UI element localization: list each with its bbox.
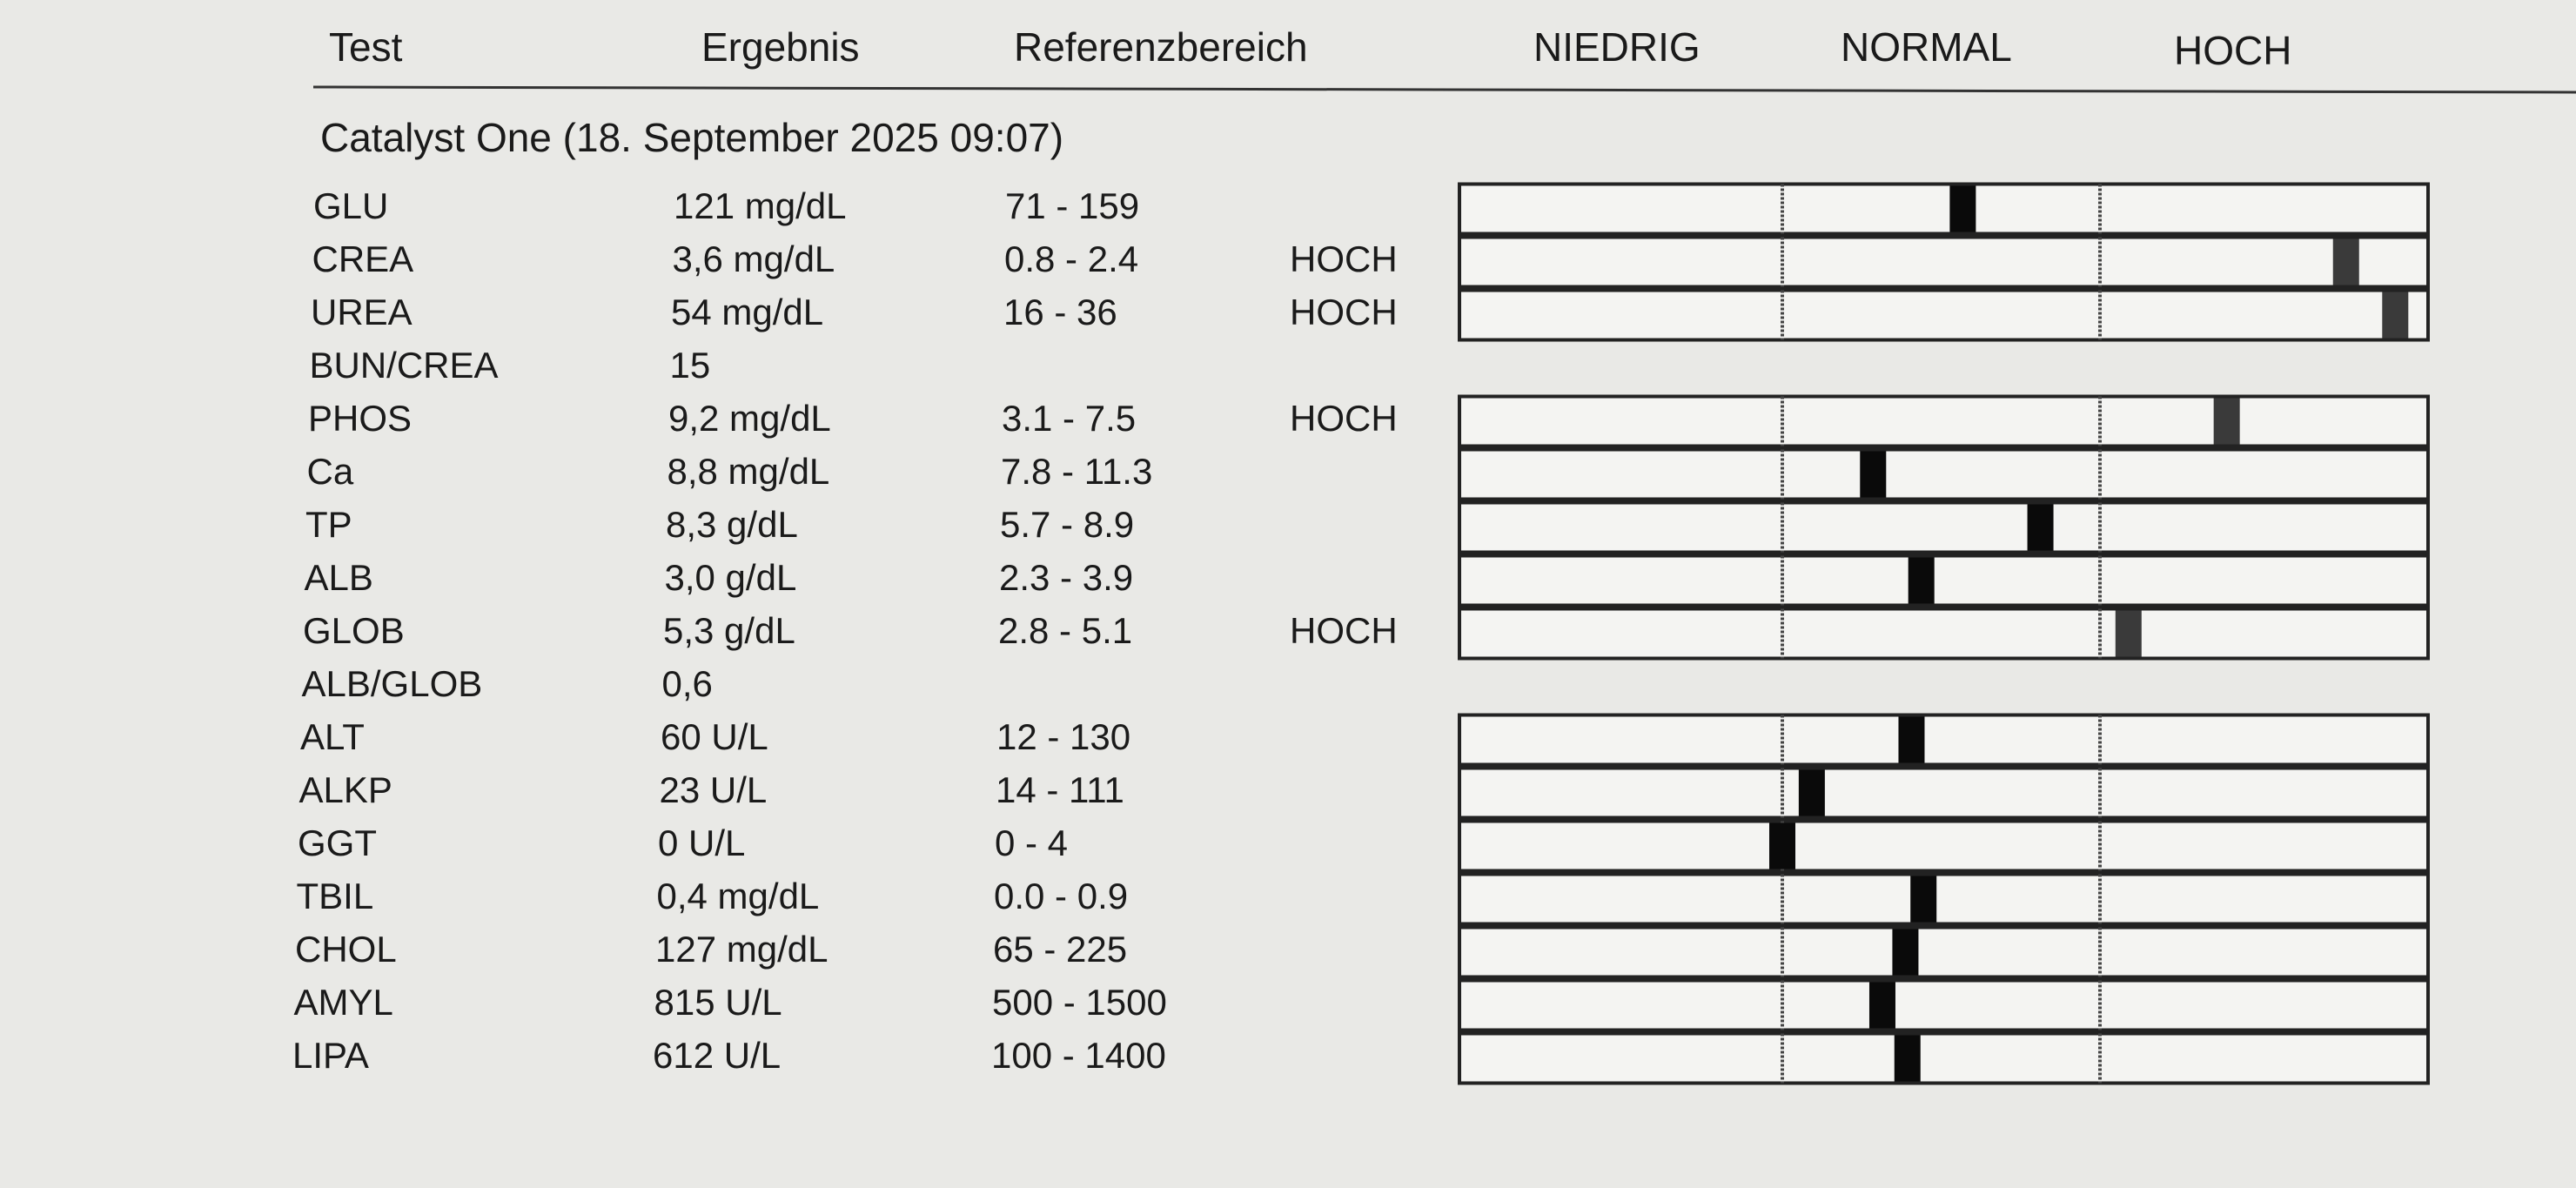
range-bar (1458, 288, 2430, 342)
result: 3,0 g/dL (665, 557, 797, 598)
result-marker (1894, 1035, 1921, 1082)
result-marker (1892, 929, 1919, 976)
reference-range: 500 - 1500 (992, 982, 1167, 1023)
flag: HOCH (1290, 610, 1398, 651)
test-name: TBIL (297, 876, 374, 916)
range-bar (1458, 607, 2430, 661)
range-bar (1458, 447, 2430, 501)
range-bar (1458, 872, 2430, 926)
reference-range: 5.7 - 8.9 (1000, 504, 1134, 545)
result: 3,6 mg/dL (673, 238, 835, 279)
result-marker (1898, 716, 1925, 763)
reference-range: 3.1 - 7.5 (1002, 398, 1136, 439)
result-marker (1798, 769, 1825, 816)
test-name: ALB (305, 557, 373, 598)
flag: HOCH (1290, 398, 1398, 439)
result-marker (2115, 610, 2142, 657)
range-bar (1458, 766, 2430, 820)
result: 9,2 mg/dL (668, 398, 831, 439)
result: 8,3 g/dL (666, 504, 798, 545)
result: 23 U/L (660, 769, 768, 810)
test-name: ALT (300, 716, 365, 757)
column-header: Ergebnis (701, 24, 860, 70)
result: 121 mg/dL (674, 185, 846, 226)
result-marker (1868, 982, 1895, 1029)
result: 0,4 mg/dL (657, 876, 820, 916)
reference-range: 65 - 225 (993, 929, 1127, 970)
result: 8,8 mg/dL (667, 451, 830, 492)
result-marker (1949, 185, 1976, 232)
test-name: GLOB (303, 610, 405, 651)
test-name: AMYL (294, 982, 393, 1023)
header-rule (312, 85, 2576, 94)
result-marker (1860, 451, 1887, 498)
result-marker (2027, 504, 2054, 551)
result-marker (2213, 398, 2240, 445)
range-bar (1458, 925, 2430, 979)
result-marker (1908, 557, 1935, 604)
reference-range: 0.8 - 2.4 (1004, 238, 1138, 279)
reference-range: 7.8 - 11.3 (1001, 451, 1152, 492)
section-title: Catalyst One (18. September 2025 09:07) (320, 115, 1063, 160)
column-header: HOCH (2174, 28, 2291, 73)
range-bar (1458, 713, 2430, 767)
test-name: ALB/GLOB (302, 663, 483, 704)
result: 5,3 g/dL (663, 610, 795, 651)
test-name: Ca (307, 451, 354, 492)
flag: HOCH (1290, 238, 1398, 279)
test-name: GGT (298, 822, 377, 863)
reference-range: 0.0 - 0.9 (994, 876, 1128, 916)
result-marker (1910, 876, 1937, 923)
result: 815 U/L (654, 982, 782, 1023)
test-name: BUN/CREA (310, 345, 499, 386)
result: 0 U/L (658, 822, 745, 863)
result: 0,6 (662, 663, 713, 704)
result-marker (1769, 822, 1795, 869)
range-bar (1458, 235, 2430, 289)
result-marker (2382, 292, 2409, 339)
reference-range: 100 - 1400 (991, 1035, 1166, 1076)
result: 60 U/L (661, 716, 768, 757)
result: 127 mg/dL (655, 929, 828, 970)
range-bar (1458, 1031, 2430, 1085)
reference-range: 2.8 - 5.1 (998, 610, 1132, 651)
test-name: GLU (313, 185, 388, 226)
result-marker (2332, 238, 2359, 285)
test-name: CREA (312, 238, 414, 279)
reference-range: 16 - 36 (1003, 292, 1117, 332)
column-header: NIEDRIG (1533, 24, 1701, 70)
reference-range: 14 - 111 (996, 769, 1124, 810)
test-name: PHOS (308, 398, 412, 439)
range-bar (1458, 500, 2430, 554)
column-header: Referenzbereich (1014, 24, 1308, 70)
test-name: UREA (311, 292, 413, 332)
result: 612 U/L (653, 1035, 781, 1076)
test-name: LIPA (292, 1035, 369, 1076)
column-header: Test (329, 24, 403, 70)
range-bar (1458, 978, 2430, 1032)
reference-range: 2.3 - 3.9 (999, 557, 1133, 598)
reference-range: 0 - 4 (995, 822, 1068, 863)
range-bar (1458, 819, 2430, 873)
test-name: TP (305, 504, 352, 545)
range-bar (1458, 394, 2430, 448)
range-bar (1458, 554, 2430, 607)
flag: HOCH (1290, 292, 1398, 332)
test-name: CHOL (295, 929, 397, 970)
column-header: NORMAL (1841, 24, 2012, 70)
result: 54 mg/dL (671, 292, 823, 332)
test-name: ALKP (299, 769, 392, 810)
reference-range: 12 - 130 (996, 716, 1130, 757)
result: 15 (670, 345, 711, 386)
reference-range: 71 - 159 (1005, 185, 1139, 226)
range-bar (1458, 182, 2430, 236)
